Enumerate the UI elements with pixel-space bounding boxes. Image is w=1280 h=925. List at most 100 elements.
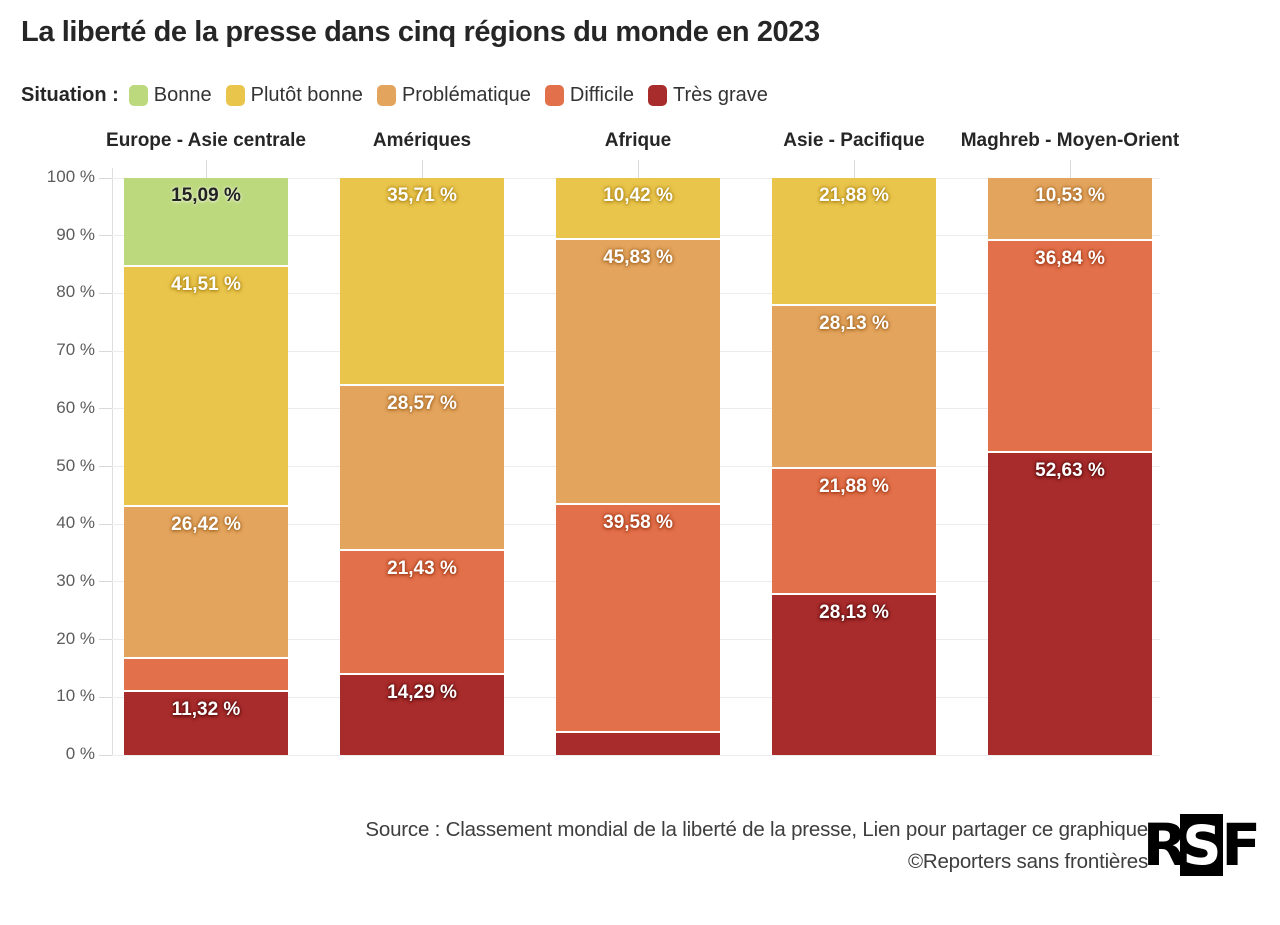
y-tickmark — [99, 466, 112, 467]
bar-segment-asie-pacifique-problematique: 28,13 % — [772, 304, 936, 467]
column-top-tick — [638, 160, 639, 178]
bar-asie-pacifique: 21,88 % 28,13 % 21,88 % 28,13 % — [772, 178, 936, 756]
bar-segment-europe-asie-centrale-tres-grave: 11,32 % — [124, 689, 288, 755]
legend-item-tres-grave[interactable]: Très grave — [648, 84, 768, 107]
bar-segment-europe-asie-centrale-difficile — [124, 657, 288, 690]
legend-item-difficile[interactable]: Difficile — [544, 84, 634, 107]
y-tick-label: 50 % — [56, 455, 95, 475]
legend-swatch-bonne-icon — [128, 85, 148, 106]
legend-item-label: Très grave — [673, 84, 768, 106]
column-top-tick — [206, 160, 207, 178]
bar-segment-europe-asie-centrale-problematique: 26,42 % — [124, 504, 288, 657]
bar-segment-maghreb-moyen-orient-tres-grave: 52,63 % — [988, 451, 1152, 755]
bar-segment-europe-asie-centrale-plutot-bonne: 41,51 % — [124, 265, 288, 505]
rsf-logo: R S F — [1142, 810, 1261, 880]
y-tickmark — [99, 523, 112, 525]
y-tickmark — [99, 754, 112, 756]
legend-swatch-tres-grave-icon — [648, 85, 667, 106]
bar-segment-label: 28,57 % — [387, 393, 457, 415]
bar-segment-label: 28,13 % — [819, 601, 889, 623]
logo-letter-s: S — [1180, 813, 1224, 877]
bar-segment-maghreb-moyen-orient-problematique: 10,53 % — [988, 178, 1152, 239]
bar-segment-asie-pacifique-difficile: 21,88 % — [772, 466, 936, 593]
bar-segment-label: 36,84 % — [1035, 247, 1105, 269]
column-top-tick — [1070, 160, 1071, 178]
bar-segment-label: 41,51 % — [171, 274, 241, 296]
column-header-maghreb-moyen-orient: Maghreb - Moyen-Orient — [960, 130, 1180, 151]
column-top-tick — [854, 160, 855, 178]
bar-segment-label: 21,43 % — [387, 557, 457, 579]
legend-item-label: Difficile — [569, 84, 634, 106]
bar-segment-label: 11,32 % — [171, 698, 241, 720]
column-header-asie-pacifique: Asie - Pacifique — [783, 130, 925, 151]
copyright-text: ©Reporters sans frontières — [907, 850, 1148, 873]
legend-swatch-problematique-icon — [376, 85, 396, 106]
bar-segment-ameriques-problematique: 28,57 % — [340, 384, 504, 549]
logo-letter-r: R — [1142, 811, 1188, 879]
bar-segment-europe-asie-centrale-bonne: 15,09 % — [124, 178, 288, 266]
legend-item-problematique[interactable]: Problématique — [376, 84, 531, 107]
legend-item-bonne[interactable]: Bonne — [128, 84, 212, 107]
y-tickmark — [99, 292, 112, 294]
bar-segment-ameriques-plutot-bonne: 35,71 % — [340, 178, 504, 385]
bar-segment-label: 10,53 % — [1035, 185, 1105, 206]
y-tick-label: 90 % — [56, 224, 95, 244]
legend-swatch-difficile-icon — [544, 85, 564, 106]
y-tickmark — [99, 350, 112, 352]
source-line: Source : Classement mondial de la libert… — [365, 814, 1148, 846]
legend-item-plutot-bonne[interactable]: Plutôt bonne — [225, 84, 363, 107]
legend-swatch-plutot-bonne-icon — [225, 85, 245, 106]
legend-items: Bonne Plutôt bonne Problématique Difficile T… — [128, 84, 768, 107]
stacked-bar-chart: Europe - Asie centrale Amériques Afrique As… — [0, 130, 1280, 770]
bar-segment-label: 14,29 % — [387, 681, 457, 703]
legend-item-label: Problématique — [401, 84, 531, 106]
bar-segment-label: 28,13 % — [819, 313, 889, 335]
y-tick-label: 60 % — [56, 397, 95, 417]
y-tickmark — [99, 696, 112, 698]
legend-label: Situation : — [21, 84, 119, 106]
share-link[interactable]: Lien pour partager ce graphique — [862, 818, 1148, 841]
y-tick-label: 40 % — [56, 513, 95, 533]
y-tickmark — [99, 639, 112, 641]
footer: Source : Classement mondial de la libert… — [365, 814, 1148, 878]
bar-segment-label: 35,71 % — [387, 185, 457, 206]
y-tickmark — [99, 177, 112, 179]
bar-maghreb-moyen-orient: 10,53 % 36,84 % 52,63 % — [988, 178, 1152, 755]
y-tickmark — [99, 235, 112, 237]
bar-segment-label: 21,88 % — [819, 475, 889, 497]
bar-segment-label: 15,09 % — [171, 185, 241, 206]
source-text: Source : Classement mondial de la libert… — [365, 818, 863, 841]
bar-segment-afrique-tres-grave — [556, 730, 720, 755]
bar-segment-afrique-problematique: 45,83 % — [556, 238, 720, 503]
bar-segment-asie-pacifique-plutot-bonne: 21,88 % — [772, 178, 936, 305]
y-tick-label: 80 % — [56, 282, 95, 302]
bar-europe-asie-centrale: 15,09 % 41,51 % 26,42 % 11,32 % — [124, 178, 288, 755]
bar-afrique: 10,42 % 45,83 % 39,58 % — [556, 178, 720, 755]
y-tick-label: 10 % — [56, 686, 95, 706]
bar-segment-label: 26,42 % — [171, 513, 241, 535]
y-tick-label: 0 % — [65, 744, 95, 763]
page-title: La liberté de la presse dans cinq région… — [21, 16, 820, 48]
bar-segment-maghreb-moyen-orient-difficile: 36,84 % — [988, 238, 1152, 452]
y-tickmark — [99, 581, 112, 583]
bar-segment-afrique-difficile: 39,58 % — [556, 502, 720, 731]
bar-segment-asie-pacifique-tres-grave: 28,13 % — [772, 592, 936, 756]
column-top-tick — [422, 160, 423, 178]
bar-segment-ameriques-difficile: 21,43 % — [340, 548, 504, 673]
bar-segment-label: 45,83 % — [603, 247, 673, 269]
y-axis-line — [112, 168, 113, 755]
y-tick-label: 100 % — [46, 167, 95, 186]
legend-item-label: Plutôt bonne — [250, 84, 363, 106]
y-tick-label: 30 % — [56, 570, 95, 590]
column-header-ameriques: Amériques — [372, 130, 472, 151]
y-tick-label: 20 % — [56, 628, 95, 648]
y-tick-label: 70 % — [56, 340, 95, 360]
bar-segment-ameriques-tres-grave: 14,29 % — [340, 672, 504, 755]
legend-item-label: Bonne — [153, 84, 212, 106]
bar-ameriques: 35,71 % 28,57 % 21,43 % 14,29 % — [340, 178, 504, 755]
logo-letter-f: F — [1221, 811, 1261, 879]
plot-area: 100 % 90 % 80 % 70 % 60 % 50 % 40 % 30 % 20 % 10 … — [47, 160, 1160, 763]
bar-segment-label: 21,88 % — [819, 185, 889, 206]
bar-segment-label: 10,42 % — [603, 185, 673, 206]
